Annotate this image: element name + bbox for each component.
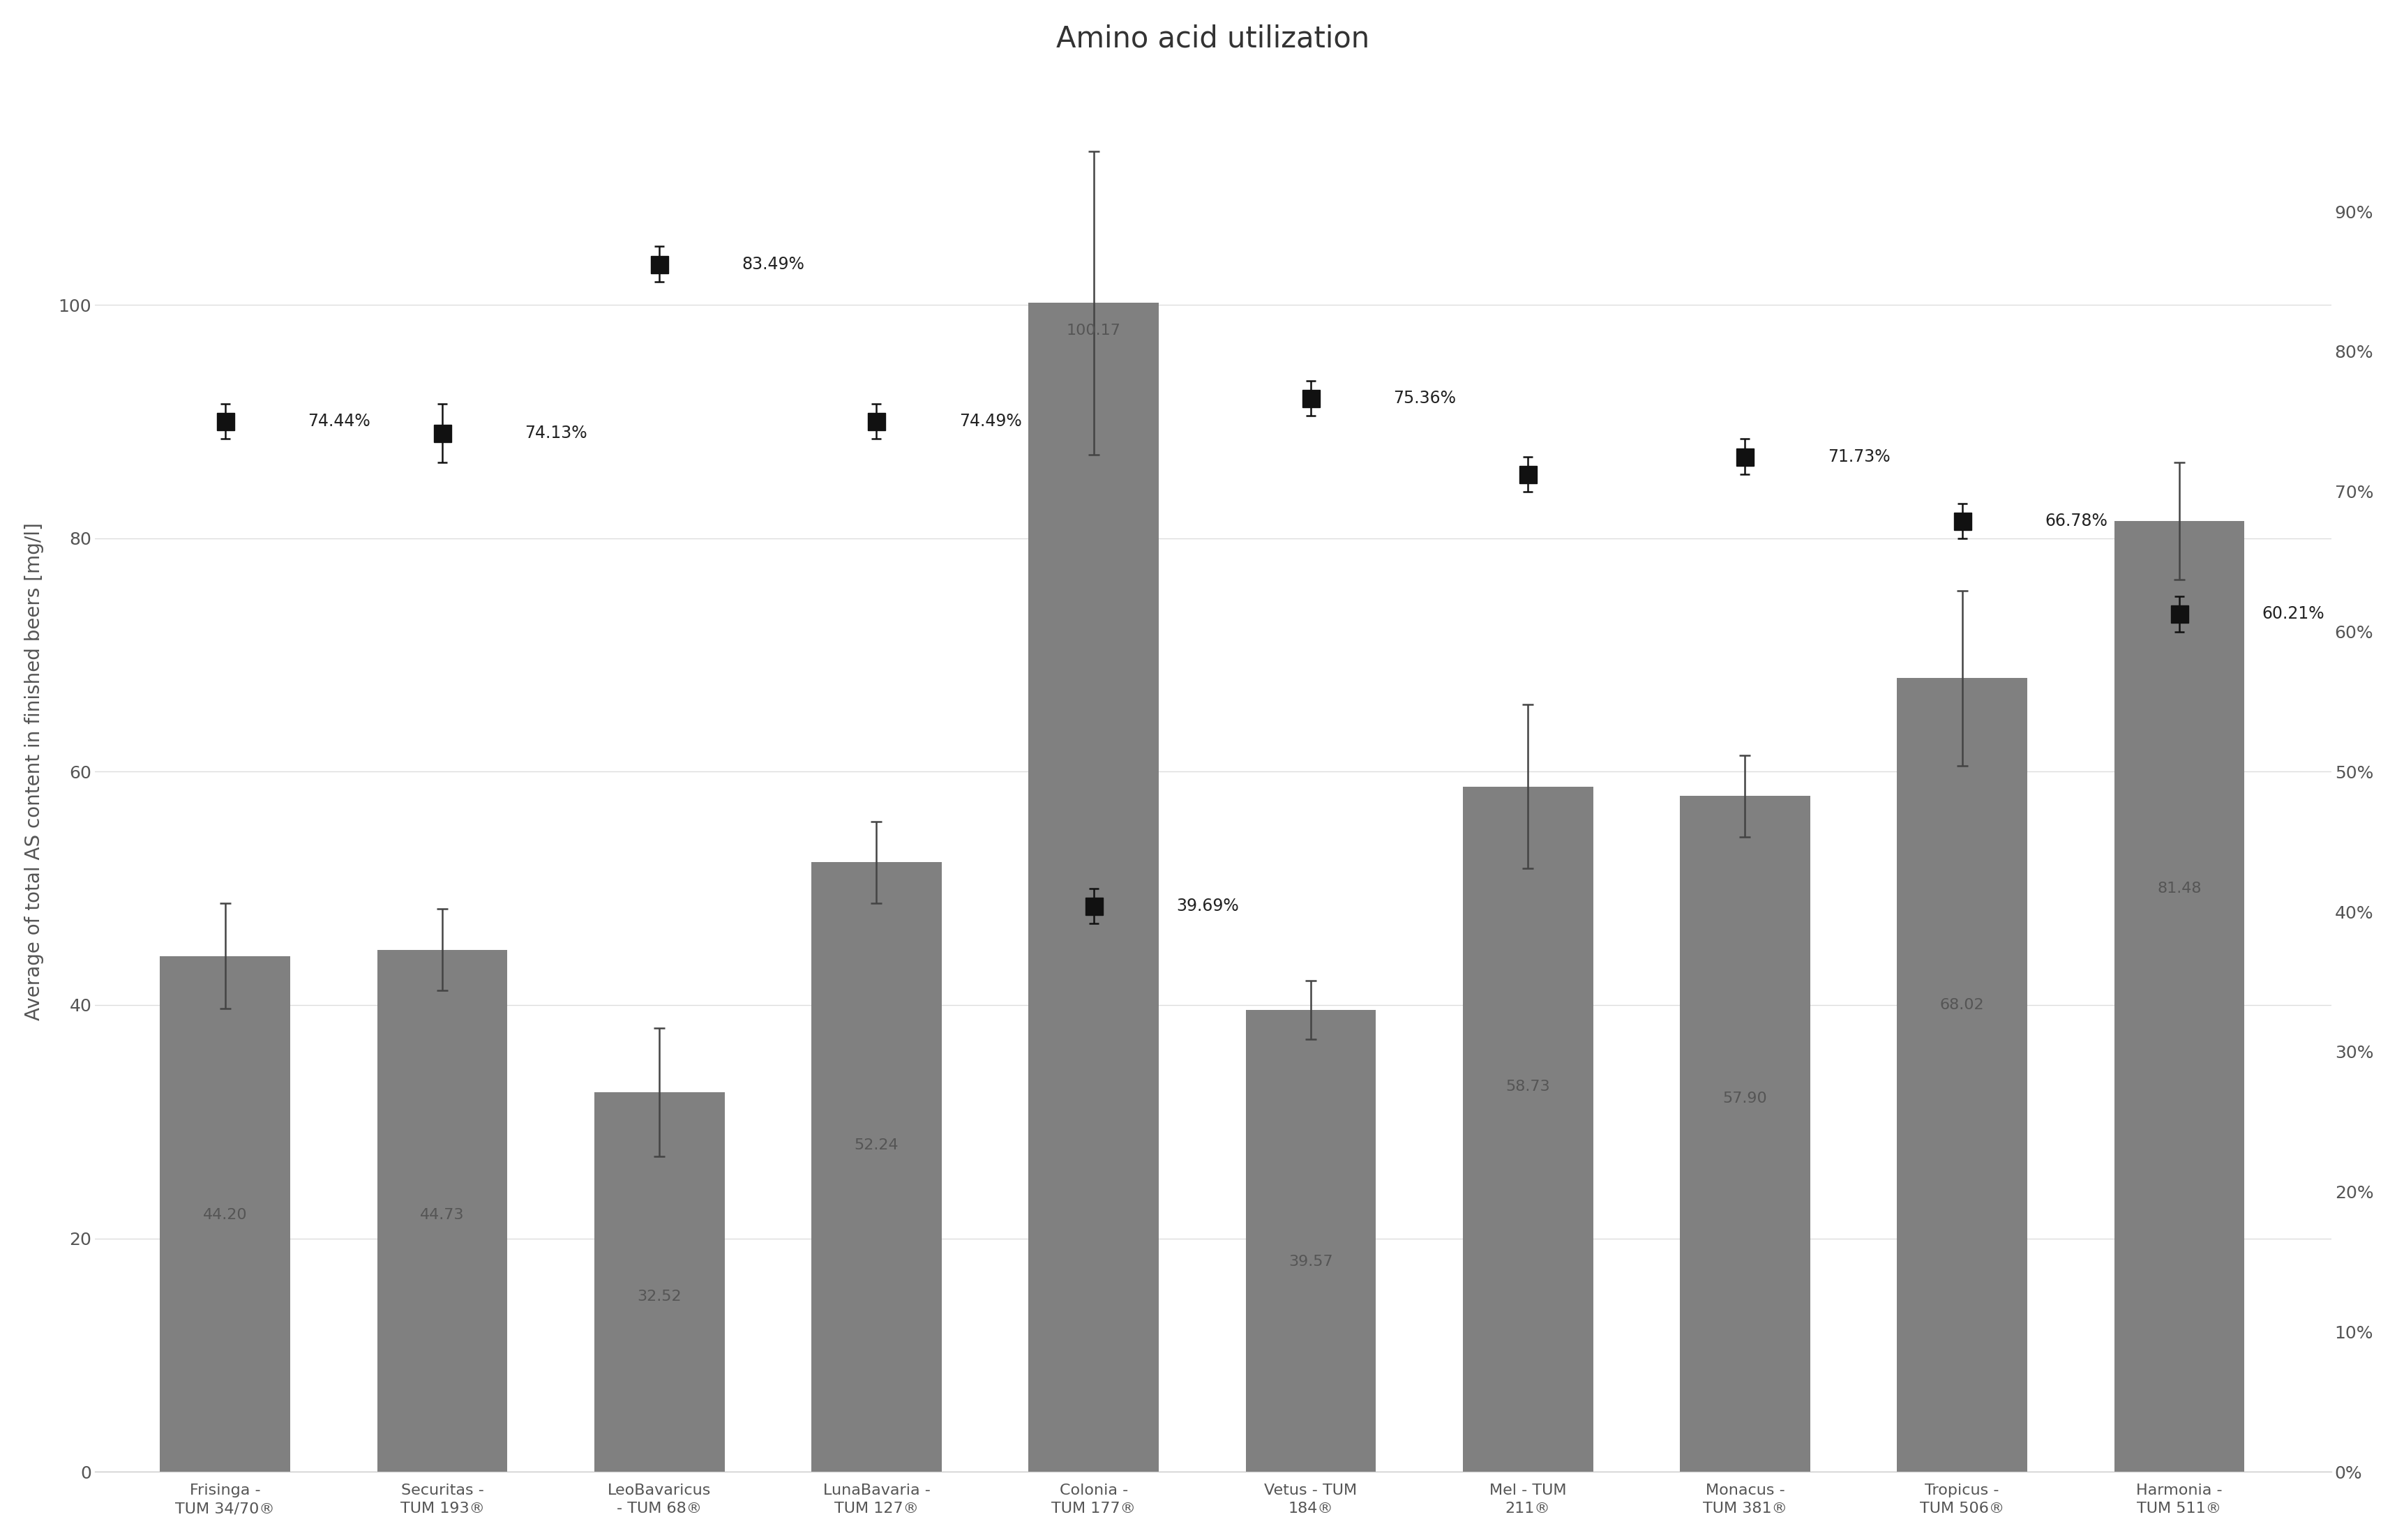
Text: 60.21%: 60.21% [2260, 605, 2323, 622]
Y-axis label: Average of total AS content in finished beers [mg/l]: Average of total AS content in finished … [24, 522, 43, 1021]
Bar [810, 862, 942, 1472]
Text: 44.73: 44.73 [419, 1207, 465, 1223]
Bar [1896, 678, 2028, 1472]
Text: 100.17: 100.17 [1067, 323, 1119, 337]
Bar [1028, 303, 1158, 1472]
Text: 57.90: 57.90 [1723, 1092, 1767, 1106]
Text: 58.73: 58.73 [1505, 1080, 1551, 1093]
Bar [2114, 521, 2244, 1472]
Bar [161, 956, 290, 1472]
Bar [1680, 796, 1810, 1472]
Text: 52.24: 52.24 [853, 1138, 899, 1152]
Text: 75.36%: 75.36% [1393, 390, 1455, 407]
Bar [376, 950, 508, 1472]
Text: 44.20: 44.20 [204, 1207, 247, 1223]
Bar [594, 1092, 724, 1472]
Text: 83.49%: 83.49% [741, 256, 805, 273]
Text: 71.73%: 71.73% [1827, 448, 1889, 465]
Text: 68.02: 68.02 [1939, 998, 1985, 1012]
Text: 74.49%: 74.49% [959, 413, 1021, 430]
Text: 66.78%: 66.78% [2045, 513, 2107, 530]
Text: 32.52: 32.52 [638, 1291, 681, 1304]
Text: 39.57: 39.57 [1287, 1255, 1333, 1269]
Text: 74.13%: 74.13% [525, 425, 587, 442]
Text: 81.48: 81.48 [2157, 881, 2200, 895]
Bar [1462, 787, 1592, 1472]
Text: 74.44%: 74.44% [307, 413, 369, 430]
Title: Amino acid utilization: Amino acid utilization [1057, 25, 1369, 54]
Text: 39.69%: 39.69% [1177, 898, 1239, 915]
Bar [1246, 1010, 1376, 1472]
